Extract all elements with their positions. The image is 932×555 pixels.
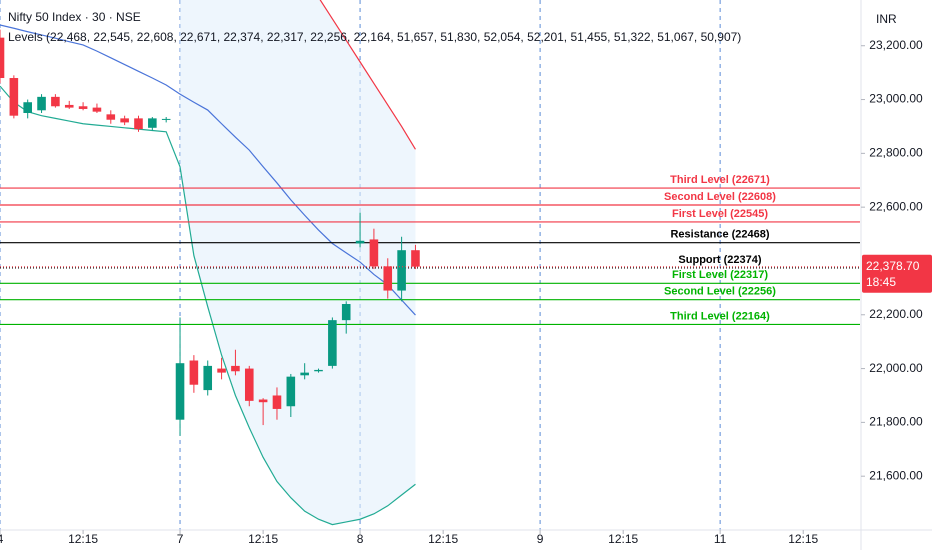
candle-body <box>203 365 213 391</box>
level-label: Support (22374) <box>678 254 761 266</box>
candle-body <box>134 118 143 130</box>
y-tick-label: 21,600.00 <box>869 468 923 482</box>
x-tick-label: 8 <box>357 532 364 546</box>
candle-body <box>0 37 5 79</box>
x-tick-label: 9 <box>537 532 544 546</box>
level-label: Resistance (22468) <box>670 229 769 241</box>
candle-body <box>78 106 88 109</box>
x-tick-label: 12:15 <box>248 532 278 546</box>
candle-body <box>161 118 171 120</box>
level-label: Third Level (22671) <box>670 174 770 186</box>
candle-body <box>175 363 185 420</box>
x-tick-label: 11 <box>714 532 727 546</box>
candle-body <box>341 304 351 321</box>
chart-title: Nifty 50 Index · 30 · NSE <box>8 10 141 24</box>
candle-body <box>397 250 406 291</box>
y-tick-label: 22,200.00 <box>869 307 923 321</box>
candle-body <box>244 368 254 401</box>
candle-body <box>272 395 282 409</box>
y-tick-label: 21,800.00 <box>869 415 923 429</box>
x-tick-label: 12:15 <box>428 532 458 546</box>
x-tick-label: 12:15 <box>68 532 98 546</box>
y-tick-label: 23,200.00 <box>869 38 923 52</box>
currency-label: INR <box>876 12 897 26</box>
candle-body <box>383 266 393 291</box>
candle-body <box>92 107 102 112</box>
candle-body <box>148 118 157 128</box>
level-label: Second Level (22608) <box>664 191 776 203</box>
x-tick-label: 12:15 <box>788 532 818 546</box>
indicator-line <box>0 85 416 526</box>
last-price-label: 22,378.70 <box>866 259 920 273</box>
candle-body <box>106 114 116 120</box>
level-label: First Level (22545) <box>672 208 768 220</box>
indicator-line <box>319 0 416 150</box>
axes: 21,600.00 21,800.00 22,000.00 22,200.00 22,6… <box>0 38 923 546</box>
candle-body <box>51 96 60 107</box>
y-tick-label: 22,800.00 <box>869 146 923 160</box>
candle-body <box>231 365 240 372</box>
plot-area <box>0 0 860 530</box>
last-price-box <box>862 254 932 293</box>
candle-body <box>369 239 379 267</box>
candle-body <box>314 369 323 372</box>
indicator-line <box>0 24 416 316</box>
candle-body <box>217 368 226 373</box>
band-fill <box>180 0 416 525</box>
countdown-label: 18:45 <box>866 275 896 289</box>
x-tick-label: 7 <box>177 532 184 546</box>
candle-body <box>189 360 199 385</box>
level-label: First Level (22317) <box>672 269 768 281</box>
candle-body <box>328 320 337 366</box>
y-tick-label: 23,000.00 <box>869 92 923 106</box>
level-label: Third Level (22164) <box>670 310 770 322</box>
level-label: Second Level (22256) <box>664 286 776 298</box>
candle-body <box>64 104 74 108</box>
candle-body <box>286 376 296 407</box>
candle-body <box>258 399 268 403</box>
candle-body <box>9 78 19 116</box>
y-tick-label: 22,000.00 <box>869 361 923 375</box>
candle-body <box>23 102 32 113</box>
y-tick-label: 22,600.00 <box>869 199 923 213</box>
candle-body <box>411 250 420 267</box>
chart-subtitle: Levels (22,468, 22,545, 22,608, 22,671, … <box>8 30 741 44</box>
x-tick-label: 12:15 <box>608 532 638 546</box>
candle-body <box>37 96 46 111</box>
candle-body <box>300 372 309 376</box>
x-tick-label: 4 <box>0 532 4 546</box>
candle-body <box>120 118 129 123</box>
candle-body <box>355 240 365 244</box>
